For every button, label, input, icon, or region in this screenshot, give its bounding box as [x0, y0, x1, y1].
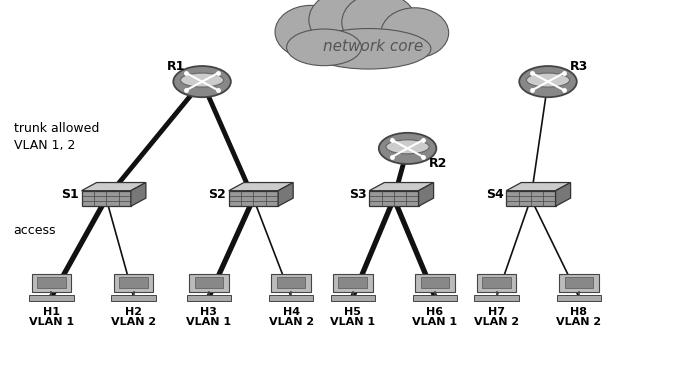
Text: H4: H4 [282, 307, 300, 317]
FancyBboxPatch shape [477, 274, 516, 292]
Text: trunk allowed
VLAN 1, 2: trunk allowed VLAN 1, 2 [14, 122, 99, 152]
FancyBboxPatch shape [114, 274, 153, 292]
Polygon shape [229, 191, 278, 206]
Polygon shape [229, 183, 293, 191]
FancyBboxPatch shape [482, 277, 511, 288]
Text: S3: S3 [349, 188, 366, 201]
FancyBboxPatch shape [556, 295, 601, 301]
FancyBboxPatch shape [269, 295, 313, 301]
FancyBboxPatch shape [333, 274, 373, 292]
Ellipse shape [275, 5, 347, 58]
Ellipse shape [180, 73, 223, 87]
Ellipse shape [342, 0, 416, 51]
Text: H5: H5 [345, 307, 361, 317]
Polygon shape [278, 183, 293, 206]
Text: H1: H1 [43, 307, 60, 317]
Text: H2: H2 [125, 307, 142, 317]
FancyBboxPatch shape [412, 295, 458, 301]
Ellipse shape [309, 0, 384, 49]
Polygon shape [419, 183, 434, 206]
Text: network core: network core [323, 39, 423, 54]
FancyBboxPatch shape [421, 277, 449, 288]
FancyBboxPatch shape [186, 295, 231, 301]
FancyBboxPatch shape [331, 295, 375, 301]
FancyBboxPatch shape [189, 274, 229, 292]
FancyBboxPatch shape [474, 295, 519, 301]
FancyBboxPatch shape [37, 277, 66, 288]
Text: VLAN 1: VLAN 1 [330, 317, 375, 327]
Text: H6: H6 [426, 307, 444, 317]
Text: R3: R3 [570, 60, 588, 73]
Ellipse shape [519, 66, 577, 97]
FancyBboxPatch shape [32, 274, 71, 292]
Text: VLAN 2: VLAN 2 [111, 317, 156, 327]
FancyBboxPatch shape [29, 295, 74, 301]
Ellipse shape [386, 140, 429, 154]
FancyBboxPatch shape [271, 274, 311, 292]
Ellipse shape [286, 29, 362, 66]
FancyBboxPatch shape [119, 277, 148, 288]
Text: VLAN 1: VLAN 1 [186, 317, 232, 327]
Ellipse shape [526, 73, 569, 87]
Ellipse shape [173, 66, 231, 97]
Text: S4: S4 [486, 188, 503, 201]
FancyBboxPatch shape [338, 277, 367, 288]
Text: VLAN 1: VLAN 1 [29, 317, 74, 327]
Polygon shape [369, 191, 419, 206]
Text: R2: R2 [429, 157, 447, 170]
Ellipse shape [379, 133, 436, 164]
Polygon shape [131, 183, 146, 206]
Text: S2: S2 [208, 188, 226, 201]
Ellipse shape [306, 29, 431, 69]
FancyBboxPatch shape [415, 274, 455, 292]
Text: H3: H3 [201, 307, 217, 317]
Ellipse shape [381, 8, 449, 58]
Text: VLAN 2: VLAN 2 [474, 317, 519, 327]
Polygon shape [556, 183, 571, 206]
Text: access: access [14, 223, 56, 237]
FancyBboxPatch shape [111, 295, 156, 301]
FancyBboxPatch shape [277, 277, 306, 288]
Polygon shape [369, 183, 434, 191]
Text: R1: R1 [167, 60, 185, 73]
Text: H8: H8 [571, 307, 587, 317]
Text: H7: H7 [488, 307, 505, 317]
Polygon shape [506, 191, 556, 206]
Polygon shape [506, 183, 571, 191]
Text: VLAN 2: VLAN 2 [269, 317, 314, 327]
Text: VLAN 1: VLAN 1 [412, 317, 458, 327]
Polygon shape [82, 183, 146, 191]
Polygon shape [82, 191, 131, 206]
Text: VLAN 2: VLAN 2 [556, 317, 601, 327]
Text: S1: S1 [61, 188, 79, 201]
FancyBboxPatch shape [195, 277, 223, 288]
FancyBboxPatch shape [564, 277, 593, 288]
FancyBboxPatch shape [559, 274, 599, 292]
